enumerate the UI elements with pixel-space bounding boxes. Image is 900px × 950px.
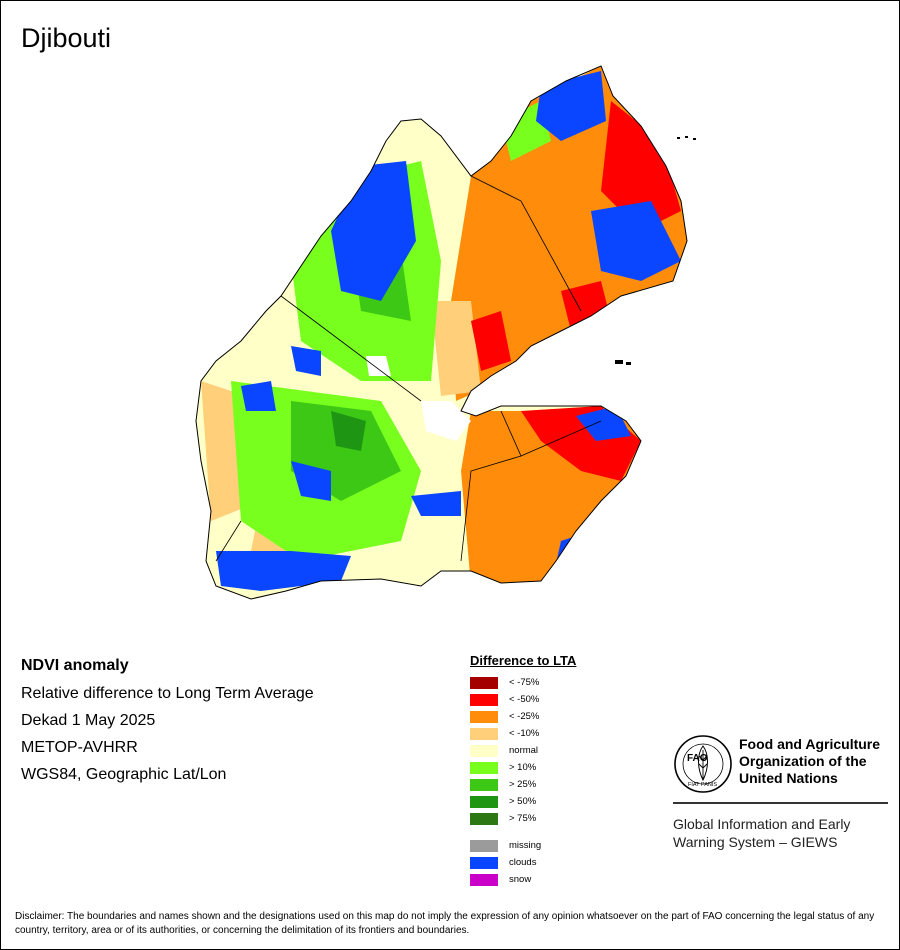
island — [615, 360, 623, 364]
cloud-cover — [291, 346, 321, 376]
legend: Difference to LTA < -75% < -50% < -25% <… — [470, 653, 576, 888]
legend-swatch — [470, 744, 498, 757]
legend-item: < -25% — [470, 708, 576, 725]
legend-item: > 50% — [470, 793, 576, 810]
legend-item: missing — [470, 837, 576, 854]
legend-swatch — [470, 727, 498, 740]
legend-label: < -75% — [509, 677, 540, 688]
legend-swatch — [470, 856, 498, 869]
cloud-cover — [411, 491, 461, 516]
region-boundary — [520, 420, 602, 457]
fao-logo-motto: FIAT PANIS — [688, 782, 717, 788]
legend-swatch — [470, 710, 498, 723]
product-name: NDVI anomaly — [21, 657, 129, 674]
cloud-cover — [216, 551, 351, 591]
island — [693, 138, 696, 140]
product-period: Dekad 1 May 2025 — [21, 712, 156, 729]
legend-swatch — [470, 873, 498, 886]
island — [677, 137, 680, 139]
legend-swatch — [470, 761, 498, 774]
legend-item: > 10% — [470, 759, 576, 776]
region-boundaries — [215, 175, 602, 562]
legend-item: < -50% — [470, 691, 576, 708]
gulf-of-tadjoura — [421, 401, 471, 441]
legend-swatch — [470, 795, 498, 808]
legend-item: snow — [470, 871, 576, 888]
legend-swatch — [470, 839, 498, 852]
legend-label: > 10% — [509, 762, 537, 773]
giews-label: Global Information and Early Warning Sys… — [673, 816, 851, 850]
legend-label: > 25% — [509, 779, 537, 790]
legend-item: > 75% — [470, 810, 576, 827]
islands — [615, 136, 696, 365]
disclaimer: Disclaimer: The boundaries and names sho… — [15, 911, 875, 936]
map-title: Djibouti — [21, 23, 112, 53]
map-info: NDVI anomaly Relative difference to Long… — [21, 657, 314, 793]
cloud-cover — [291, 461, 331, 501]
region-boundary — [215, 520, 242, 562]
region-boundary — [280, 295, 422, 402]
legend-swatch — [470, 676, 498, 689]
island — [685, 136, 688, 138]
legend-title: Difference to LTA — [470, 653, 577, 668]
cloud-cover — [241, 381, 276, 411]
lake — [366, 356, 391, 376]
legend-swatch — [470, 812, 498, 825]
product-description: Relative difference to Long Term Average — [21, 685, 314, 702]
legend-label: > 75% — [509, 813, 537, 824]
country-border — [195, 65, 688, 600]
cloud-cover — [591, 201, 681, 281]
legend-item: > 25% — [470, 776, 576, 793]
fao-logo-icon: FAO FIAT PANIS — [674, 735, 732, 793]
legend-swatch — [470, 778, 498, 791]
legend-item: < -75% — [470, 674, 576, 691]
positive-anomaly-zone — [331, 411, 366, 451]
legend-label: missing — [509, 840, 542, 851]
strong-negative-zone — [471, 311, 511, 371]
slight-negative-zone — [431, 301, 481, 396]
ndvi-map — [195, 65, 696, 600]
legend-swatch — [470, 693, 498, 706]
legend-label: normal — [509, 745, 539, 756]
legend-label: > 50% — [509, 796, 537, 807]
divider — [673, 802, 888, 804]
region-boundary — [470, 175, 582, 312]
product-projection: WGS84, Geographic Lat/Lon — [21, 766, 227, 783]
strong-negative-zone — [601, 101, 681, 231]
region-boundary — [460, 410, 522, 562]
legend-label: clouds — [509, 857, 537, 868]
ndvi-raster — [196, 66, 687, 599]
fao-name: Food and Agriculture Organization of the… — [739, 736, 881, 786]
legend-item: normal — [470, 742, 576, 759]
legend-item: < -10% — [470, 725, 576, 742]
legend-item: clouds — [470, 854, 576, 871]
legend-label: < -25% — [509, 711, 540, 722]
fao-logo-letters: FAO — [687, 753, 708, 764]
legend-label: < -10% — [509, 728, 540, 739]
legend-label: < -50% — [509, 694, 540, 705]
legend-label: snow — [509, 874, 532, 885]
island — [626, 362, 631, 365]
product-sensor: METOP-AVHRR — [21, 739, 138, 756]
